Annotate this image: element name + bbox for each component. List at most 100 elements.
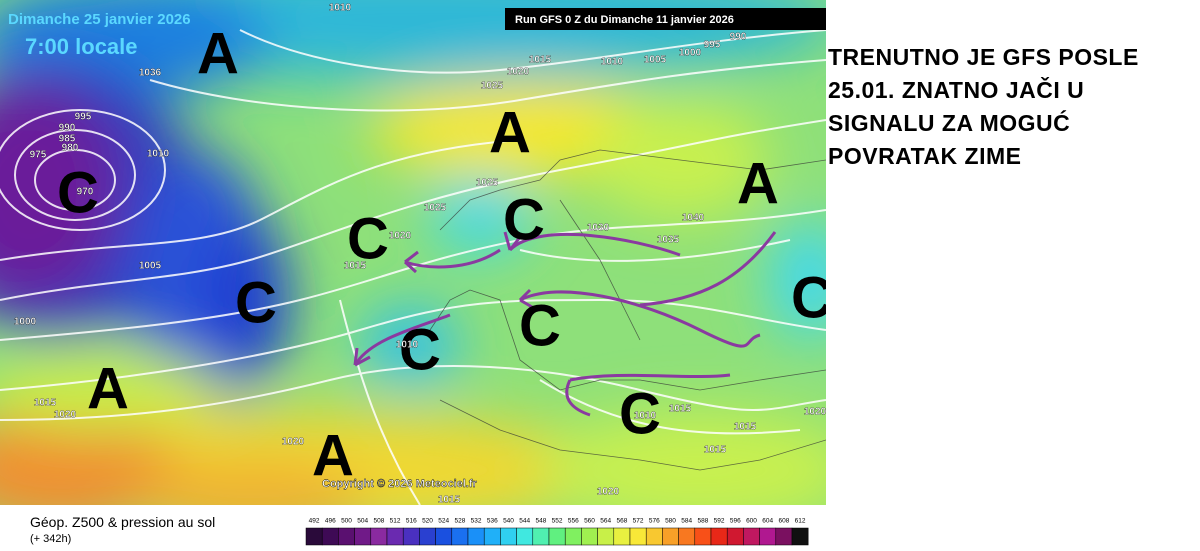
isobar-label: 995 xyxy=(704,40,721,51)
isobar-label: 1015 xyxy=(529,55,552,66)
time-label: 7:00 locale xyxy=(25,34,138,59)
isobar-label: 1010 xyxy=(634,411,657,422)
scale-cell xyxy=(581,527,598,546)
scale-label: 592 xyxy=(714,518,725,525)
scale-cell xyxy=(597,527,615,546)
scale-label: 564 xyxy=(600,518,611,525)
run-label: Run GFS 0 Z du Dimanche 11 janvier 2026 xyxy=(515,14,734,26)
run-box xyxy=(505,8,826,30)
annotation-line: TRENUTNO JE GFS POSLE xyxy=(828,44,1139,70)
scale-cell xyxy=(435,527,453,546)
pressure-center: C xyxy=(619,381,661,446)
scale-cell xyxy=(532,527,550,546)
coastlines xyxy=(429,149,826,471)
isobar-label: 1010 xyxy=(396,340,419,351)
scale-label: 612 xyxy=(795,518,806,525)
isobar-label: 1010 xyxy=(329,3,352,14)
scale-cell xyxy=(726,527,744,546)
isobar-label: 1035 xyxy=(657,235,680,246)
pressure-center: C xyxy=(519,293,561,358)
footer-title: Géop. Z500 & pression au sol xyxy=(30,514,216,530)
pressure-center: A xyxy=(197,21,239,86)
scale-cell xyxy=(354,527,372,546)
date-label: Dimanche 25 janvier 2026 xyxy=(8,11,191,28)
pressure-center: C xyxy=(791,265,826,330)
isobar-label: 1010 xyxy=(601,57,624,68)
scale-label: 552 xyxy=(552,518,563,525)
scale-label: 544 xyxy=(519,518,530,525)
annotation-line: SIGNALU ZA MOGUĆ xyxy=(828,110,1071,136)
scale-cell xyxy=(467,527,485,546)
scale-label: 512 xyxy=(390,518,401,525)
scale-label: 576 xyxy=(649,518,660,525)
isobar-label: 1005 xyxy=(139,261,162,272)
scale-label: 524 xyxy=(438,518,449,525)
scale-label: 568 xyxy=(616,518,627,525)
isobar-label: 990 xyxy=(59,123,76,134)
map-fields xyxy=(0,0,826,505)
flow-arrows xyxy=(353,231,777,417)
isobar-label: 985 xyxy=(59,134,76,145)
scale-label: 540 xyxy=(503,518,514,525)
pressure-center: A xyxy=(87,356,129,421)
pressure-center: C xyxy=(503,187,545,252)
scale-cell xyxy=(370,527,388,546)
pressure-center: A xyxy=(737,151,779,216)
scale-cell xyxy=(419,527,436,546)
scale-cell xyxy=(678,527,696,546)
scale-cell xyxy=(759,527,777,546)
isobar-label: 1040 xyxy=(682,213,705,224)
isobar-label: 1020 xyxy=(804,407,826,418)
scale-label: 492 xyxy=(309,518,320,525)
scale-label: 608 xyxy=(778,518,789,525)
scale-cell xyxy=(613,527,631,546)
pressure-center: C xyxy=(235,270,277,335)
isobar-label: 1020 xyxy=(597,487,620,498)
scale-label: 596 xyxy=(730,518,741,525)
pressure-center: C xyxy=(57,160,99,225)
scale-cell xyxy=(694,527,712,546)
scale-cell xyxy=(662,527,679,546)
isobar-label: 995 xyxy=(75,112,92,123)
scale-label: 572 xyxy=(633,518,644,525)
isobar-label: 1020 xyxy=(282,437,305,448)
scale-cell xyxy=(743,527,760,546)
scale-label: 604 xyxy=(762,518,773,525)
isobar-label: 1025 xyxy=(424,203,447,214)
copyright: Copyright © 2026 Meteociel.fr xyxy=(322,478,478,490)
scale-label: 600 xyxy=(746,518,757,525)
scale-cell xyxy=(516,527,534,546)
isobar-label: 1015 xyxy=(344,261,367,272)
isobar-label: 1000 xyxy=(679,48,702,59)
isobar-label: 975 xyxy=(30,150,47,161)
footer-lead: (+ 342h) xyxy=(30,533,72,545)
scale-cell xyxy=(500,527,517,546)
isobars xyxy=(0,29,826,505)
scale-label: 504 xyxy=(357,518,368,525)
isobar-label: 1000 xyxy=(14,317,37,328)
isobar-label: 1020 xyxy=(507,67,530,78)
color-scale: 492 496 500 504 508 512 516 520 524 528 532 536 540 5… xyxy=(305,518,809,546)
isobar-label: 1025 xyxy=(481,81,504,92)
scale-cell xyxy=(386,527,404,546)
isobar-label: 1015 xyxy=(669,404,692,415)
isobar-label: 1020 xyxy=(389,231,412,242)
isobar-label: 1015 xyxy=(704,445,727,456)
isobar-label: 1010 xyxy=(147,149,170,160)
scale-label: 536 xyxy=(487,518,498,525)
geopotential-field xyxy=(0,0,826,505)
scale-cell xyxy=(321,527,339,546)
scale-label: 556 xyxy=(568,518,579,525)
scale-cell xyxy=(791,527,809,546)
isobar-label: 1015 xyxy=(438,495,461,505)
pressure-center: A xyxy=(489,100,531,165)
scale-label: 584 xyxy=(681,518,692,525)
scale-cell xyxy=(645,527,663,546)
scale-label: 580 xyxy=(665,518,676,525)
scale-label: 508 xyxy=(373,518,384,525)
scale-label: 560 xyxy=(584,518,595,525)
scale-label: 500 xyxy=(341,518,352,525)
isobar-label: 1030 xyxy=(587,223,610,234)
